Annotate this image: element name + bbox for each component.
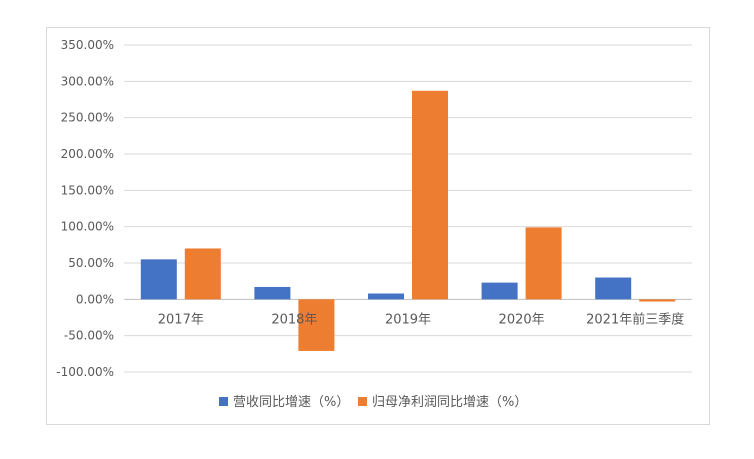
bar-revenue-2 (368, 293, 404, 300)
y-tick-label: 250.00% (61, 111, 114, 125)
y-tick-label: 300.00% (61, 74, 114, 88)
chart-frame (46, 27, 710, 425)
legend-swatch-0 (219, 397, 228, 406)
bar-net-profit-3 (525, 227, 562, 300)
y-tick-label: -50.00% (64, 329, 114, 343)
bar-net-profit-1 (298, 299, 335, 351)
x-category-label: 2020年 (499, 312, 545, 327)
x-category-label: 2017年 (158, 312, 204, 327)
bar-net-profit-2 (412, 90, 448, 300)
legend-swatch-1 (358, 397, 367, 406)
legend-label-0: 营收同比增速（%） (233, 395, 349, 410)
x-category-label: 2019年 (385, 312, 431, 327)
y-tick-label: 200.00% (61, 147, 114, 161)
y-tick-label: 350.00% (61, 38, 114, 52)
x-category-label: 2021年前三季度 (586, 311, 684, 327)
y-tick-label: -100.00% (56, 365, 114, 379)
bar-net-profit-4 (639, 299, 676, 302)
legend-label-1: 归母净利润同比增速（%） (372, 395, 527, 410)
y-tick-label: 100.00% (61, 220, 114, 234)
bar-revenue-4 (595, 277, 632, 300)
x-category-label: 2018年 (271, 312, 317, 327)
bar-revenue-0 (140, 259, 177, 300)
bar-revenue-3 (481, 282, 518, 300)
bar-revenue-1 (254, 286, 291, 300)
y-tick-label: 150.00% (61, 183, 114, 197)
y-tick-label: 50.00% (68, 256, 114, 270)
y-tick-label: 0.00% (76, 292, 114, 306)
bar-net-profit-0 (184, 248, 221, 300)
